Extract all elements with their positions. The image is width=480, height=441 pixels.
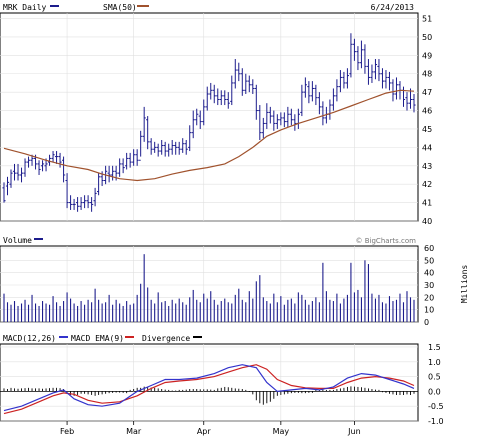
month-label: Apr xyxy=(197,427,212,436)
divergence-legend-swatch xyxy=(193,336,202,338)
sma-label: SMA(50) xyxy=(103,3,137,12)
macd-label: MACD(12,26) xyxy=(3,334,56,343)
sma-line xyxy=(3,89,415,182)
month-axis: Feb Mar Apr May Jun xyxy=(60,421,361,436)
macd-grid xyxy=(0,344,418,422)
macd-ema-label: MACD EMA(9) xyxy=(71,334,124,343)
volume-tick-label: 10 xyxy=(424,306,434,315)
price-tick-label: 51 xyxy=(422,15,432,24)
volume-tick-label: 60 xyxy=(424,244,434,253)
macd-y-axis: 1.5 1.0 0.5 0.0 -0.5 -1.0 xyxy=(428,343,444,426)
chart-date: 6/24/2013 xyxy=(371,3,415,12)
macd-tick-label: 1.0 xyxy=(428,358,441,367)
volume-title: Volume xyxy=(3,236,32,245)
price-tick-label: 44 xyxy=(422,143,432,152)
price-tick-label: 50 xyxy=(422,33,432,42)
price-tick-label: 40 xyxy=(422,217,432,226)
price-tick-label: 42 xyxy=(422,180,432,189)
price-tick-label: 45 xyxy=(422,125,432,134)
price-legend-swatch xyxy=(50,5,59,7)
price-tick-label: 41 xyxy=(422,199,432,208)
price-title: MRK Daily xyxy=(3,3,47,12)
volume-tick-label: 0 xyxy=(424,318,429,327)
volume-ylabel: Millions xyxy=(460,265,469,304)
macd-tick-label: -1.0 xyxy=(428,417,444,426)
price-tick-label: 46 xyxy=(422,107,432,116)
volume-bars xyxy=(3,254,415,322)
volume-tick-label: 40 xyxy=(424,269,434,278)
macd-legend-swatch xyxy=(59,336,68,338)
macd-tick-label: 1.5 xyxy=(428,343,441,352)
price-tick-label: 49 xyxy=(422,51,432,60)
volume-panel-frame xyxy=(0,245,419,323)
price-y-axis: 51 50 49 48 47 46 45 44 43 42 41 40 xyxy=(422,15,432,226)
sma-legend-swatch xyxy=(137,5,149,7)
price-tick-label: 48 xyxy=(422,70,432,79)
divergence-bars xyxy=(3,386,415,405)
macd-panel-frame xyxy=(0,343,419,422)
price-panel-frame xyxy=(0,12,419,222)
price-tick-label: 43 xyxy=(422,162,432,171)
macd-tick-label: -0.5 xyxy=(428,402,444,411)
month-label: Mar xyxy=(126,427,142,436)
macd-tick-label: 0.0 xyxy=(428,387,441,396)
volume-tick-label: 20 xyxy=(424,293,434,302)
ema-legend-swatch xyxy=(125,336,134,338)
macd-tick-label: 0.5 xyxy=(428,373,441,382)
month-label: May xyxy=(273,427,290,436)
volume-legend-swatch xyxy=(34,238,43,240)
price-tick-label: 47 xyxy=(422,88,432,97)
month-label: Feb xyxy=(60,427,74,436)
divergence-label: Divergence xyxy=(142,334,190,343)
macd-ema-line xyxy=(3,364,415,415)
price-bars xyxy=(2,33,416,212)
month-label: Jun xyxy=(347,427,361,436)
volume-tick-label: 30 xyxy=(424,281,434,290)
watermark: © BigCharts.com xyxy=(356,237,417,245)
macd-line xyxy=(3,364,415,412)
volume-y-axis: 60 50 40 30 20 10 0 xyxy=(424,244,434,327)
volume-tick-label: 50 xyxy=(424,256,434,265)
